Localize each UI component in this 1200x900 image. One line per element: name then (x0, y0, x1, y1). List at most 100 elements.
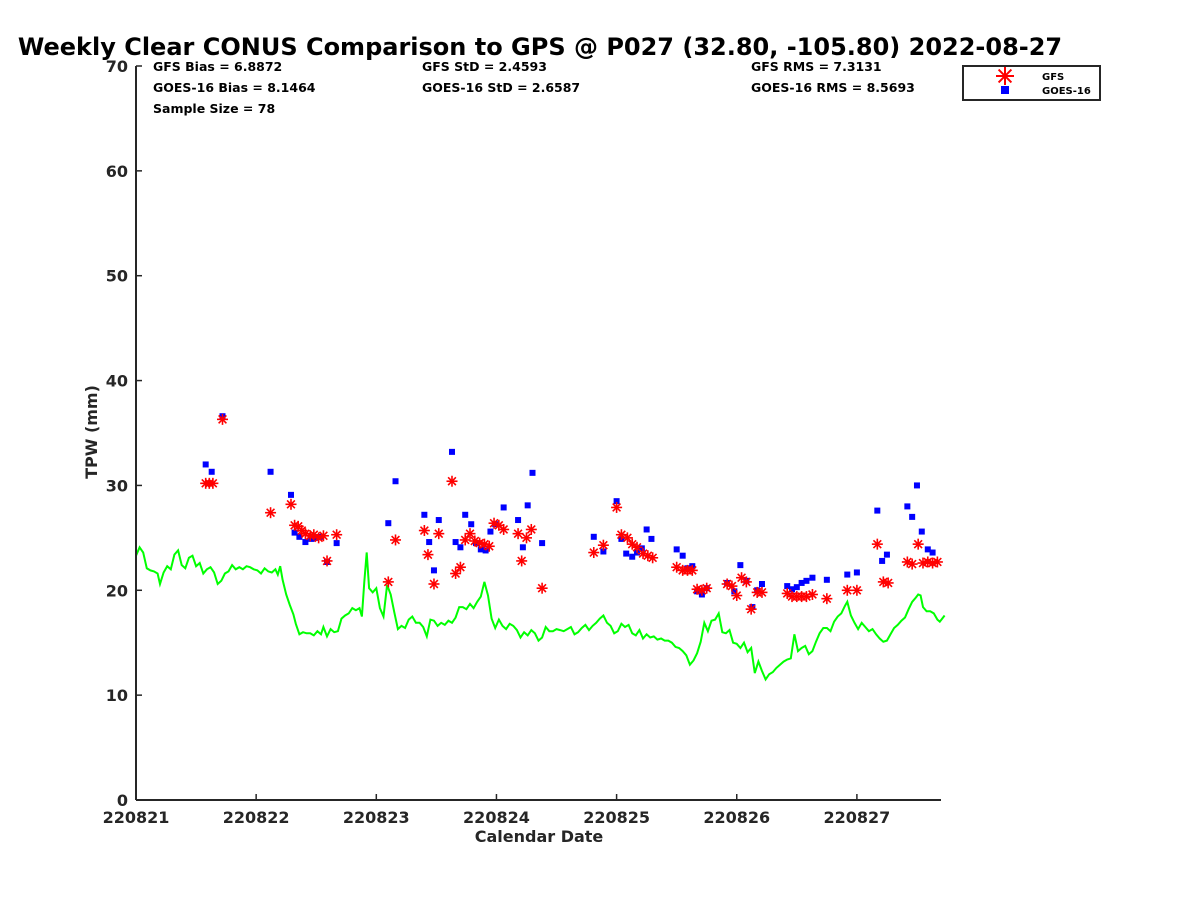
goes16-point (809, 574, 816, 581)
gfs-point (871, 538, 883, 550)
goes16-point (629, 553, 636, 560)
gfs-point (450, 568, 462, 580)
goes16-point (482, 547, 489, 554)
gfs-point (882, 577, 894, 589)
goes16-point (784, 583, 791, 590)
y-axis-ticks: 0 10 20 30 40 50 60 70 (106, 57, 142, 810)
gfs-point (382, 576, 394, 588)
gfs-point (525, 523, 537, 535)
gfs-point (498, 523, 510, 535)
goes16-point (844, 571, 851, 578)
goes16-point (421, 511, 428, 518)
goes16-point (874, 507, 881, 514)
goes16-point (515, 517, 522, 524)
gfs-point (454, 561, 466, 573)
gfs-point (516, 555, 528, 567)
goes16-point (913, 482, 920, 489)
goes16-point (477, 546, 484, 553)
gfs-point (433, 528, 445, 540)
goes16-point (879, 557, 886, 564)
chart-title: Weekly Clear CONUS Comparison to GPS @ P… (18, 33, 1062, 61)
x-tick-label: 220822 (223, 808, 290, 827)
legend-gfs-label: GFS (1042, 72, 1064, 83)
gfs-point (912, 538, 924, 550)
legend-gfs-marker (996, 67, 1014, 85)
gfs-point (536, 582, 548, 594)
gfs-point (317, 530, 329, 542)
gfs-point (428, 578, 440, 590)
y-tick-label: 20 (106, 581, 128, 600)
gfs-std-text: GFS StD = 2.4593 (422, 59, 547, 74)
gfs-point (520, 532, 532, 544)
goes16-point (924, 546, 931, 553)
gfs-point (841, 584, 853, 596)
goes-bias-text: GOES-16 Bias = 8.1464 (153, 80, 316, 95)
x-tick-label: 220823 (343, 808, 410, 827)
y-tick-label: 30 (106, 476, 128, 495)
y-axis-label: TPW (mm) (82, 385, 101, 479)
gfs-point (321, 555, 333, 567)
legend-goes-marker (1001, 86, 1009, 94)
goes16-point (296, 533, 303, 540)
goes16-point (308, 535, 315, 542)
gfs-point (701, 582, 713, 594)
goes16-point (318, 533, 325, 540)
gfs-point (745, 603, 757, 615)
gfs-point (207, 477, 219, 489)
goes16-point (638, 545, 645, 552)
goes16-point (600, 548, 607, 555)
goes16-point (529, 469, 536, 476)
gfs-point (483, 540, 495, 552)
gfs-point (331, 529, 343, 541)
goes16-point (909, 513, 916, 520)
goes-rms-text: GOES-16 RMS = 8.5693 (751, 80, 915, 95)
axes: 0 10 20 30 40 50 60 70 220821 220822 220823 220824… (103, 57, 941, 827)
gfs-point (422, 549, 434, 561)
stats-box: GFS Bias = 6.8872 GOES-16 Bias = 8.1464 … (153, 59, 915, 116)
goes16-point (918, 528, 925, 535)
goes16-point (590, 533, 597, 540)
goes16-point (333, 540, 340, 547)
gfs-point (597, 539, 609, 551)
x-axis-label: Calendar Date (475, 827, 604, 846)
gfs-point (446, 475, 458, 487)
goes16-point (613, 498, 620, 505)
goes16-point (737, 562, 744, 569)
gfs-point (851, 584, 863, 596)
goes16-point (731, 588, 738, 595)
goes16-point (462, 511, 469, 518)
goes-std-text: GOES-16 StD = 2.6587 (422, 80, 580, 95)
x-tick-label: 220826 (703, 808, 770, 827)
goes16-point (853, 569, 860, 576)
goes16-point (904, 503, 911, 510)
gfs-point (217, 413, 229, 425)
goes16-point (798, 579, 805, 586)
gfs-series (200, 413, 943, 615)
goes16-point (500, 504, 507, 511)
goes16-point (208, 468, 215, 475)
gfs-point (459, 534, 471, 546)
x-tick-label: 220824 (463, 808, 530, 827)
gps-line-layer (135, 545, 946, 682)
legend-goes-label: GOES-16 (1042, 86, 1091, 97)
goes16-point (468, 521, 475, 528)
goes16-point (643, 526, 650, 533)
gfs-point (821, 593, 833, 605)
gfs-rms-text: GFS RMS = 7.3131 (751, 59, 882, 74)
goes16-point (487, 528, 494, 535)
goes16-point (793, 584, 800, 591)
gfs-point (906, 558, 918, 570)
goes16-point (758, 580, 765, 587)
goes16-point (267, 468, 274, 475)
goes16-point (287, 491, 294, 498)
y-tick-label: 50 (106, 267, 128, 286)
gfs-point (806, 588, 818, 600)
gfs-point (512, 528, 524, 540)
goes16-point (883, 551, 890, 558)
gfs-point (686, 564, 698, 576)
goes16-point (679, 552, 686, 559)
gfs-point (647, 552, 659, 564)
goes16-point (291, 529, 298, 536)
x-tick-label: 220825 (583, 808, 650, 827)
